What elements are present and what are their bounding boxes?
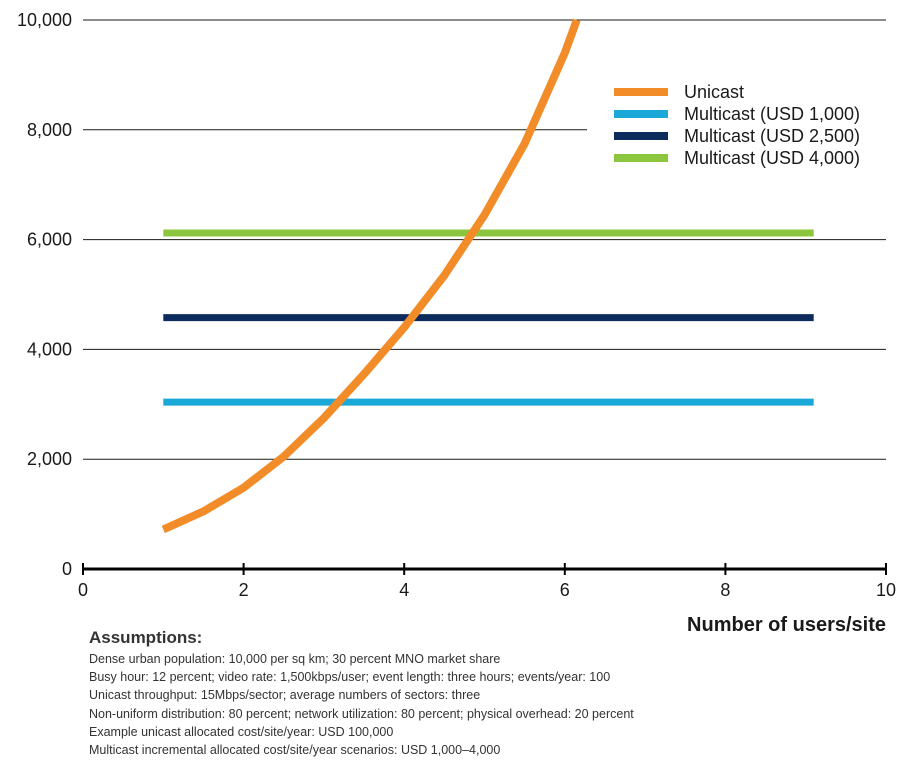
x-tick-label: 10 xyxy=(876,580,896,600)
legend-swatch xyxy=(614,110,668,118)
assumption-line: Multicast incremental allocated cost/sit… xyxy=(89,743,501,758)
legend-swatch xyxy=(614,154,668,162)
x-tick-label: 2 xyxy=(239,580,249,600)
assumption-line: Unicast throughput: 15Mbps/sector; avera… xyxy=(89,688,481,703)
y-tick-label: 10,000 xyxy=(17,10,72,30)
x-tick-label: 0 xyxy=(78,580,88,600)
y-tick-label: 8,000 xyxy=(27,120,72,140)
tick-labels: 0 2,000 4,000 6,000 8,000 10,000 0 2 4 6 8 10 xyxy=(17,10,896,600)
y-tick-label: 4,000 xyxy=(27,339,72,359)
chart: 0 2,000 4,000 6,000 8,000 10,000 0 2 4 6 8 10 Unica… xyxy=(17,10,896,636)
x-axis-title: Number of users/site xyxy=(687,614,886,636)
assumption-line: Non-uniform distribution: 80 percent; ne… xyxy=(89,706,634,721)
x-tick-label: 6 xyxy=(560,580,570,600)
y-tick-label: 6,000 xyxy=(27,230,72,250)
x-tick-label: 4 xyxy=(399,580,409,600)
legend-label: Multicast (USD 4,000) xyxy=(684,148,860,168)
legend-label: Multicast (USD 2,500) xyxy=(684,126,860,146)
y-tick-label: 2,000 xyxy=(27,449,72,469)
x-axis xyxy=(82,563,887,575)
legend-label: Multicast (USD 1,000) xyxy=(684,104,860,124)
legend-swatch xyxy=(614,132,668,140)
gridlines xyxy=(83,19,886,460)
series-lines xyxy=(161,18,814,534)
x-tick-label: 8 xyxy=(720,580,730,600)
assumption-line: Example unicast allocated cost/site/year… xyxy=(89,724,394,739)
assumption-line: Busy hour: 12 percent; video rate: 1,500… xyxy=(89,670,611,685)
legend-swatch xyxy=(614,88,668,96)
assumptions-notes: Assumptions: Dense urban population: 10,… xyxy=(89,628,889,759)
y-tick-label: 0 xyxy=(62,559,72,579)
series-line-unicast xyxy=(161,18,581,534)
legend-label: Unicast xyxy=(684,82,744,102)
assumption-line: Dense urban population: 10,000 per sq km… xyxy=(89,652,501,666)
assumptions-title: Assumptions: xyxy=(89,628,203,647)
